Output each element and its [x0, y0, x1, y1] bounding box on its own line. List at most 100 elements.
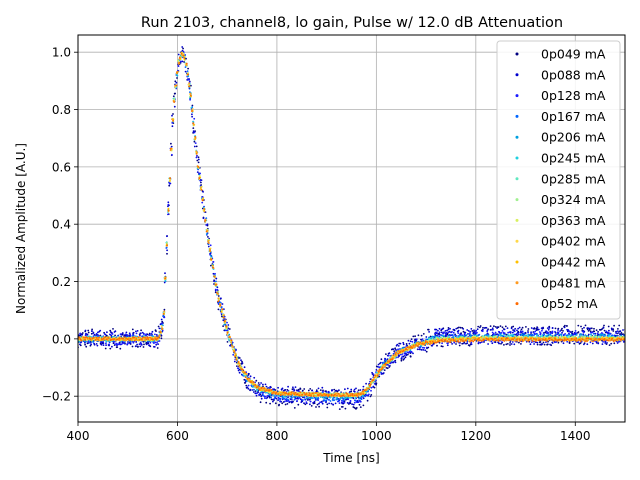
- data-point: [134, 345, 137, 348]
- data-point: [294, 386, 297, 388]
- data-point: [492, 332, 495, 335]
- data-point: [615, 332, 617, 334]
- data-point: [81, 332, 84, 334]
- data-point: [464, 336, 467, 339]
- data-point: [518, 336, 520, 339]
- data-point: [172, 118, 175, 121]
- data-point: [182, 47, 185, 50]
- data-point: [302, 396, 304, 399]
- data-point: [114, 343, 116, 346]
- data-point: [582, 335, 584, 338]
- data-point: [95, 343, 98, 345]
- data-point: [322, 397, 325, 399]
- data-point: [305, 401, 308, 403]
- data-point: [253, 376, 256, 379]
- data-point: [487, 343, 489, 345]
- data-point: [542, 341, 545, 344]
- data-point: [370, 394, 373, 396]
- data-point: [470, 343, 473, 346]
- data-point: [187, 67, 190, 70]
- data-point: [470, 328, 473, 330]
- data-point: [416, 348, 419, 351]
- data-point: [106, 331, 108, 334]
- data-point: [503, 332, 506, 335]
- data-point: [435, 328, 438, 331]
- data-point: [583, 331, 585, 334]
- data-point: [547, 334, 550, 336]
- data-point: [466, 329, 469, 331]
- data-point: [479, 341, 482, 344]
- data-point: [168, 182, 171, 185]
- data-point: [436, 344, 438, 347]
- data-point: [499, 325, 502, 327]
- data-point: [220, 310, 223, 313]
- data-point: [577, 324, 580, 327]
- data-point: [166, 249, 169, 252]
- data-point: [456, 336, 459, 338]
- data-point: [371, 371, 373, 374]
- data-point: [139, 334, 141, 337]
- data-point: [595, 329, 598, 332]
- data-point: [332, 403, 335, 406]
- data-point: [287, 385, 289, 388]
- data-point: [85, 332, 87, 335]
- data-point: [183, 58, 186, 61]
- data-point: [237, 369, 240, 372]
- data-point: [299, 388, 302, 390]
- data-point: [536, 341, 539, 344]
- data-point: [281, 402, 284, 405]
- data-point: [390, 348, 393, 351]
- data-point: [167, 207, 170, 210]
- data-point: [535, 329, 538, 332]
- data-point: [143, 343, 145, 346]
- data-point: [405, 343, 408, 345]
- data-point: [274, 389, 277, 391]
- data-point: [594, 332, 597, 335]
- data-point: [265, 385, 268, 388]
- data-point: [590, 327, 593, 330]
- data-point: [136, 330, 139, 332]
- data-point: [135, 330, 137, 333]
- data-point: [408, 350, 411, 353]
- data-point: [192, 120, 195, 123]
- data-point: [84, 343, 86, 346]
- data-point: [505, 333, 508, 336]
- data-point: [418, 348, 421, 351]
- data-point: [157, 325, 160, 328]
- data-point: [214, 288, 217, 291]
- data-point: [471, 330, 474, 332]
- data-point: [137, 345, 139, 348]
- data-point: [195, 156, 198, 159]
- data-point: [156, 347, 159, 349]
- data-point: [145, 333, 148, 336]
- data-point: [431, 337, 434, 340]
- data-point: [434, 332, 436, 335]
- data-point: [449, 327, 451, 330]
- data-point: [608, 329, 610, 332]
- data-point: [596, 332, 599, 335]
- data-point: [158, 327, 161, 330]
- data-point: [557, 329, 559, 331]
- data-point: [177, 65, 180, 67]
- data-point: [264, 397, 266, 399]
- data-point: [375, 383, 377, 386]
- data-point: [400, 359, 403, 362]
- data-point: [193, 117, 196, 120]
- data-point: [262, 383, 264, 386]
- data-point: [215, 277, 218, 280]
- data-point: [365, 382, 367, 385]
- data-point: [435, 331, 438, 334]
- data-point: [577, 341, 580, 343]
- data-point: [600, 333, 603, 336]
- data-point: [309, 397, 312, 399]
- data-point: [128, 332, 131, 335]
- data-point: [591, 336, 593, 339]
- data-point: [370, 389, 372, 392]
- data-point: [359, 400, 362, 403]
- data-point: [274, 402, 277, 405]
- data-point: [167, 201, 170, 204]
- data-point: [440, 331, 443, 334]
- data-point: [333, 388, 336, 391]
- data-point: [360, 398, 363, 401]
